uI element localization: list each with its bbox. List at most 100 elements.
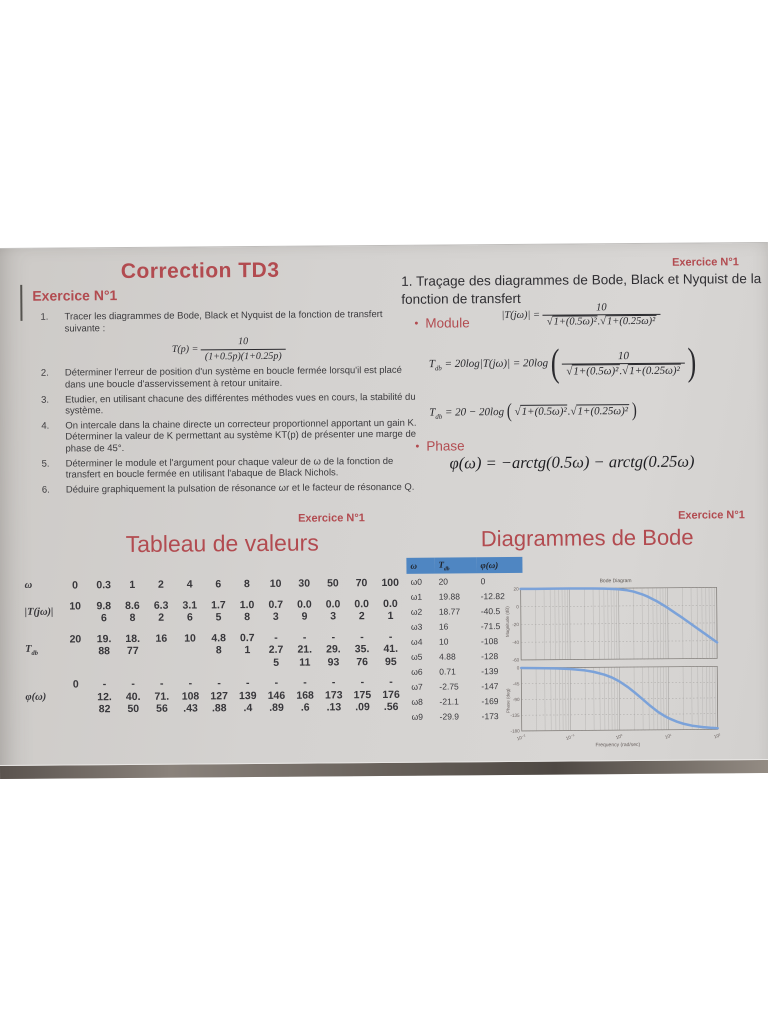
table-cell: -29. 93 — [326, 630, 341, 668]
table-cell: 0.7 3 — [268, 598, 284, 623]
svg-text:10⁻¹: 10⁻¹ — [565, 733, 576, 741]
item-number: 1. — [40, 311, 49, 323]
table-cell: -2.75 — [439, 680, 459, 692]
phase-bullet-label: • Phase — [415, 438, 465, 454]
table-cell: 1.0 8 — [239, 598, 255, 624]
formula-lhs: T(p) = — [171, 344, 199, 356]
table-cell: ω0 — [410, 576, 422, 587]
table-cell: 3.1 6 — [182, 598, 198, 624]
table-cell: ω1 — [410, 591, 423, 602]
table-cell: -41. 95 — [383, 630, 399, 668]
pen-mark — [20, 284, 23, 321]
svg-text:-20: -20 — [512, 622, 519, 627]
table-cell: 8.6 8 — [125, 599, 140, 625]
column-header: 4 — [186, 578, 193, 591]
list-item-2: 2. Déterminer l'erreur de position d'un … — [40, 365, 403, 391]
column-header: 0 — [72, 579, 78, 592]
table-cell: ω9 — [411, 711, 424, 722]
column-header-phi: φ(ω) — [476, 556, 523, 574]
table-cell: ω3 — [410, 621, 423, 632]
table-cell: 19.88 — [96, 632, 112, 658]
list-item-4: 4. On intercale dans la chaine directe u… — [41, 417, 417, 455]
list-item-3: 3. Etudier, en utilisant chacune des dif… — [41, 391, 416, 417]
table-cell: -21.1 — [439, 695, 459, 707]
list-item-5: 5. Déterminer le module et l'argument po… — [41, 455, 394, 481]
table-cell: -139.4 — [238, 677, 257, 715]
table-row: |T(jω)| 10 9.8 6 8.6 8 6.3 2 3.1 6 1.7 5 1.0 8 0.7 3 0.0… — [23, 594, 405, 630]
table-row: Tdb 20 19. 88 18. 77 16 10 4.8 8 0.7 1 -2.7 5 -21. 11 -2… — [23, 627, 405, 675]
exercice-label-bottom-right: Exercice N°1 — [678, 509, 745, 522]
table-cell: 10 — [438, 635, 449, 647]
table-cell: ω7 — [411, 681, 423, 692]
table-cell: 0.0 2 — [354, 597, 370, 623]
table-cell: -29.9 — [439, 710, 460, 722]
row-label: |T(jω)| — [24, 606, 54, 618]
bode-section-title: Diagrammes de Bode — [480, 524, 694, 552]
column-header: 30 — [298, 577, 311, 590]
table-cell: -40. 50 — [125, 677, 141, 716]
column-header: 50 — [326, 577, 339, 590]
table-cell: 1.7 5 — [211, 598, 226, 624]
fraction: 10 √1+(0.5ω)².√1+(0.25ω)² — [542, 301, 661, 328]
column-header-omega: ω — [24, 579, 33, 591]
exercice-label-top-right: Exercice N°1 — [672, 256, 739, 269]
column-header-tdb: Tdb — [434, 557, 477, 574]
bode-plot-title: Bode Diagram — [599, 578, 632, 585]
svg-text:-135: -135 — [510, 713, 520, 718]
svg-text:0: 0 — [516, 604, 519, 609]
table-cell: -146.89 — [267, 676, 286, 714]
table-cell: -108.43 — [181, 677, 200, 715]
table-cell: 10 — [184, 631, 196, 645]
table-cell: 0.0 9 — [297, 598, 312, 623]
fraction: 10 (1+0.5p)(1+0.25p) — [200, 335, 286, 363]
table-row: φ(ω) 0 -12. 82 -40. 50 -71. 56 -108.43 -127.88 -13… — [23, 673, 405, 721]
frequency-axis-label: Frequency (rad/sec) — [595, 741, 641, 749]
table-cell: -127.88 — [210, 677, 228, 715]
tdb-formula-2: Tdb = 20 − 20log ( √1+(0.5ω)².√1+(0.25ω)… — [429, 400, 637, 423]
exercice-label-bottom-left: Exercice N°1 — [298, 512, 365, 525]
column-header: 1 — [129, 578, 136, 592]
column-header: 0.3 — [96, 579, 111, 592]
bullet-icon: • — [415, 440, 420, 453]
table-cell: ω6 — [411, 666, 423, 677]
module-bullet-label: • Module — [414, 315, 470, 331]
svg-text:10⁰: 10⁰ — [615, 733, 623, 740]
paper-sheet-photo: Correction TD3 Exercice N°1 1. Tracer le… — [0, 241, 768, 780]
table-cell: 9.8 6 — [96, 599, 112, 625]
module-formula: |T(jω)| = 10 √1+(0.5ω)².√1+(0.25ω)² — [501, 301, 661, 328]
table-cell: -71. 56 — [154, 677, 170, 715]
svg-text:-40: -40 — [512, 640, 519, 645]
svg-text:10¹: 10¹ — [664, 733, 672, 740]
table-cell: 16 — [438, 620, 449, 632]
table-cell: -175.09 — [353, 676, 372, 714]
svg-text:20: 20 — [513, 587, 519, 592]
table-cell: 16 — [155, 632, 168, 645]
table-cell: -12.82 — [97, 678, 112, 716]
values-table: ω 0 0.3 1 2 4 6 8 10 30 50 70 100 |T(jω)| 10 9.8 6 8.6 8 6.… — [23, 574, 406, 721]
table-cell: 0.0 1 — [383, 597, 398, 622]
table-cell: 18.77 — [125, 632, 141, 658]
column-header: 100 — [381, 576, 400, 590]
table-cell: 20 — [438, 575, 449, 587]
page-title: Correction TD3 — [120, 258, 280, 284]
bode-magnitude-plot: 20 0 -20 -40 -60 — [512, 587, 719, 663]
table-cell: 0.0 3 — [325, 597, 341, 623]
list-item-6: 6. Déduire graphiquement la pulsation de… — [41, 481, 415, 496]
table-cell: 0 — [72, 678, 79, 691]
column-header: 70 — [355, 577, 368, 590]
svg-text:-180: -180 — [511, 729, 521, 734]
table-cell: 20 — [69, 632, 82, 645]
table-cell: -173.13 — [324, 676, 343, 714]
table-header-row: ω Tdb φ(ω) — [406, 556, 523, 574]
column-header: 6 — [215, 578, 222, 591]
row-label: Tdb — [25, 643, 39, 657]
table-cell: ω4 — [410, 636, 423, 647]
table-cell: 19.88 — [438, 590, 460, 602]
table-cell: 4.88 — [439, 650, 456, 662]
svg-text:-90: -90 — [513, 697, 520, 702]
